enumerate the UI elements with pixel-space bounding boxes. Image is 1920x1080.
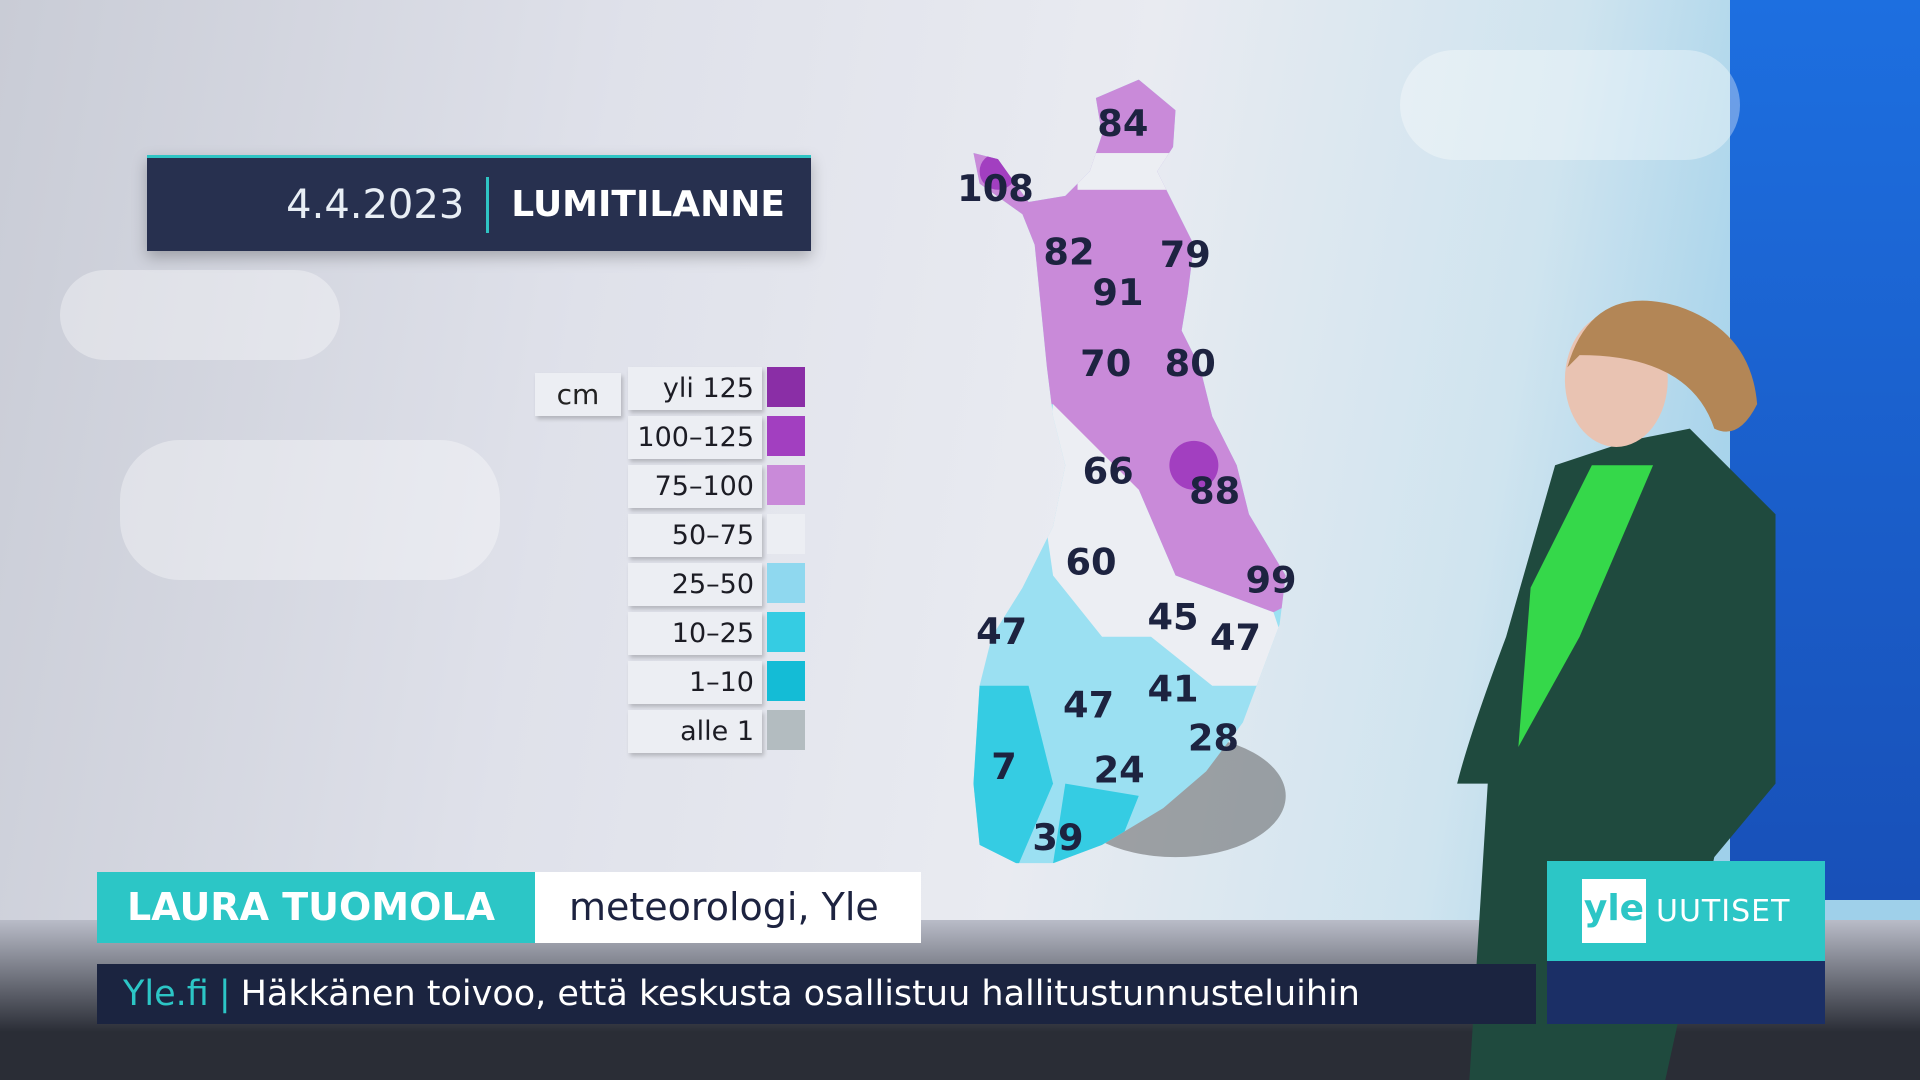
snow-depth-label: 47 (976, 610, 1027, 653)
snow-depth-label: 79 (1160, 233, 1211, 276)
legend-label: 50–75 (628, 514, 762, 557)
ticker-source: Yle.fi (123, 974, 209, 1014)
title-divider (486, 176, 490, 233)
snow-depth-label: 41 (1148, 668, 1199, 711)
legend-item: alle 1 (628, 710, 805, 753)
snow-depth-label: 88 (1189, 469, 1240, 512)
legend-label: 75–100 (628, 465, 762, 508)
yle-uutiset-logo: yle UUTISET (1547, 861, 1825, 961)
presenter-name: LAURA TUOMOLA (97, 872, 535, 943)
snow-depth-label: 60 (1065, 540, 1116, 583)
legend-item: 10–25 (628, 612, 805, 655)
legend-swatch (767, 710, 805, 750)
legend-item: 50–75 (628, 514, 805, 557)
legend-label: 1–10 (628, 661, 762, 704)
legend-unit: cm (535, 373, 621, 416)
map-title: LUMITILANNE (511, 184, 785, 225)
snow-depth-label: 28 (1188, 717, 1239, 760)
legend-item: 75–100 (628, 465, 805, 508)
legend-item: yli 125 (628, 367, 805, 410)
legend-label: yli 125 (628, 367, 762, 410)
snow-depth-label: 80 (1165, 342, 1216, 385)
legend-item: 25–50 (628, 563, 805, 606)
snow-depth-label: 24 (1094, 748, 1145, 791)
legend-swatch (767, 514, 805, 554)
snow-depth-label: 39 (1032, 816, 1083, 859)
snow-depth-label: 7 (991, 745, 1017, 788)
snow-depth-label: 70 (1080, 342, 1131, 385)
presenter-role: meteorologi, Yle (535, 872, 921, 943)
cloud-graphic (120, 440, 500, 580)
legend-swatch (767, 612, 805, 652)
ticker-headline: Häkkänen toivoo, että keskusta osallistu… (240, 974, 1360, 1014)
snow-depth-label: 82 (1043, 230, 1094, 273)
snow-depth-label: 91 (1092, 271, 1143, 314)
legend-label: 25–50 (628, 563, 762, 606)
cloud-graphic (60, 270, 340, 360)
snow-depth-label: 84 (1097, 102, 1148, 145)
snow-depth-label: 99 (1245, 559, 1296, 602)
ticker-separator: | (218, 974, 231, 1014)
uutiset-wordmark: UUTISET (1656, 893, 1791, 929)
cloud-graphic (1400, 50, 1740, 160)
news-ticker: Yle.fi | Häkkänen toivoo, että keskusta os… (97, 964, 1536, 1024)
legend-swatch (767, 367, 805, 407)
legend-swatch (767, 416, 805, 456)
legend-label: 10–25 (628, 612, 762, 655)
snow-depth-label: 47 (1210, 616, 1261, 659)
legend-swatch (767, 465, 805, 505)
legend-item: 100–125 (628, 416, 805, 459)
yle-logo: yle (1582, 879, 1646, 943)
snow-depth-label: 66 (1083, 450, 1134, 493)
title-bar: 4.4.2023 LUMITILANNE (147, 155, 811, 251)
logo-underbar (1547, 961, 1825, 1024)
legend-item: 1–10 (628, 661, 805, 704)
snow-depth-label: 108 (957, 167, 1034, 210)
snow-depth-label: 45 (1148, 595, 1199, 638)
legend-label: alle 1 (628, 710, 762, 753)
snow-depth-label: 47 (1063, 684, 1114, 727)
map-date: 4.4.2023 (286, 181, 465, 228)
legend-swatch (767, 563, 805, 603)
legend-swatch (767, 661, 805, 701)
legend-label: 100–125 (628, 416, 762, 459)
